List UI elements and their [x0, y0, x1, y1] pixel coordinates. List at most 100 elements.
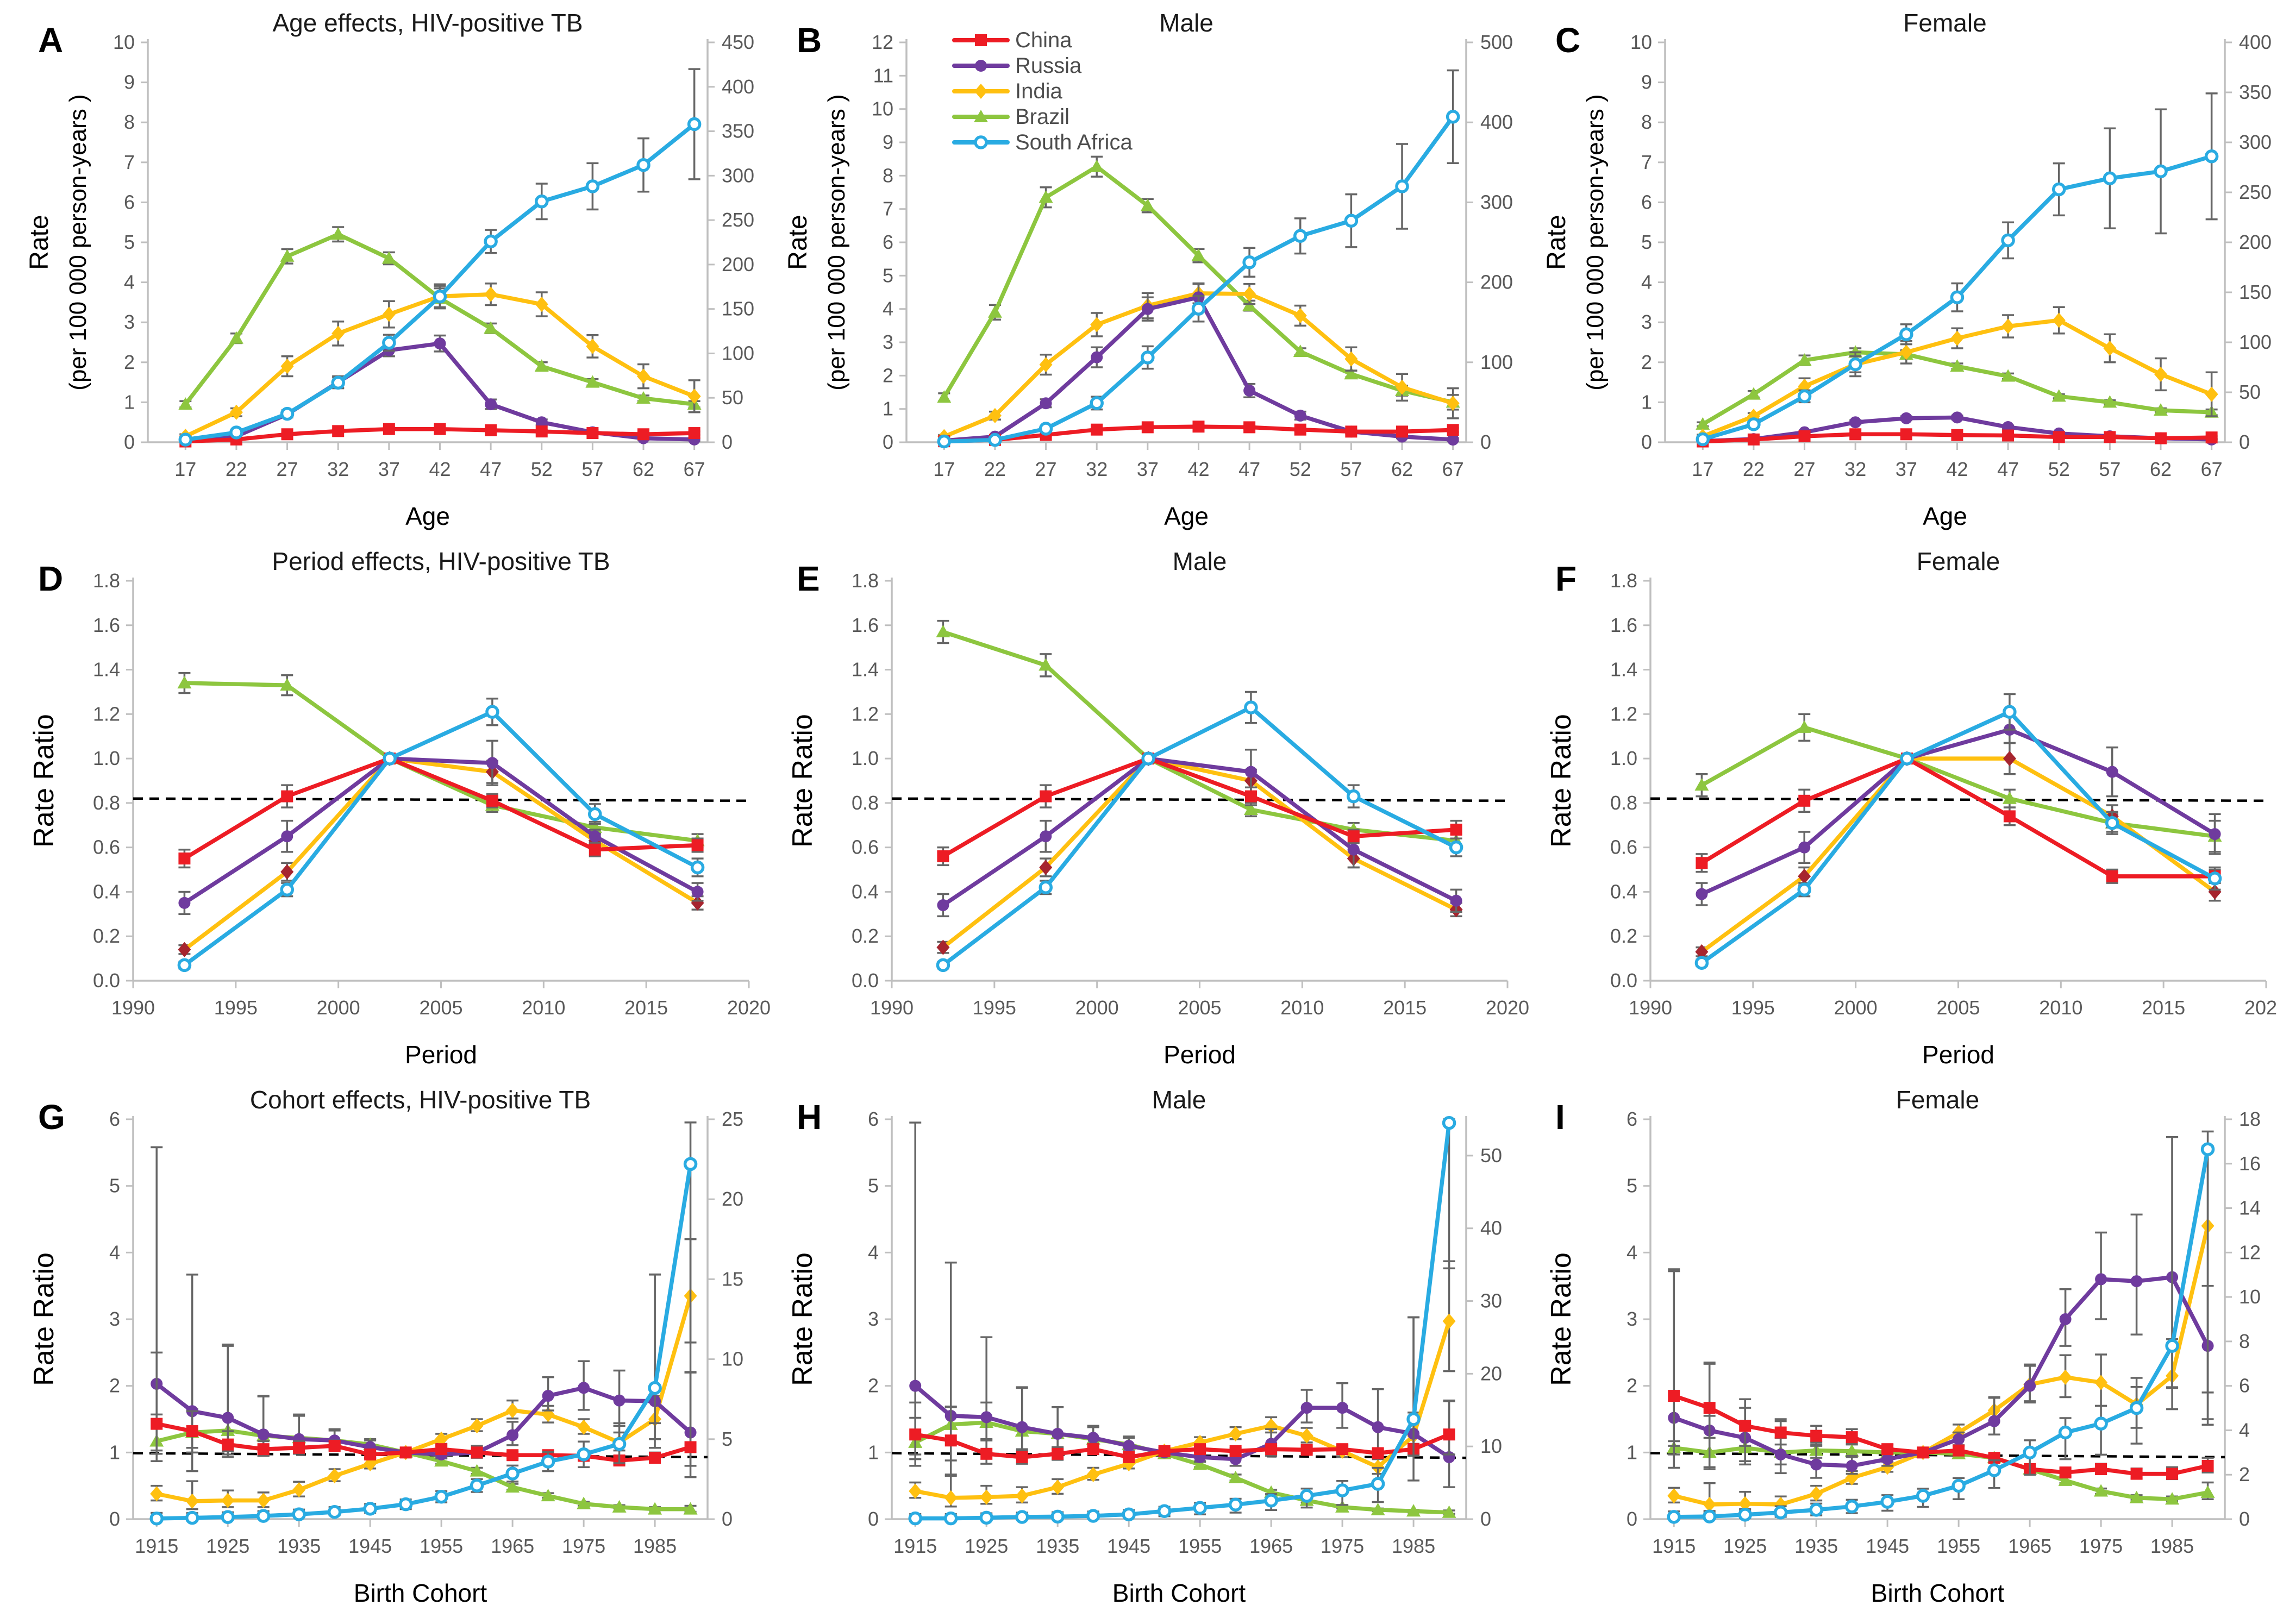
panel-letter: F [1555, 559, 1577, 598]
series-india [936, 751, 1463, 955]
svg-text:1.6: 1.6 [1610, 614, 1637, 636]
panel-D-svg: 0.0 0.2 0.4 0.6 0.8 1.0 1.2 1.4 1.6 1.8 1990 1995 20… [28, 547, 771, 1069]
x-axis-label: Birth Cohort [1871, 1579, 2005, 1607]
error-bars [151, 1238, 697, 1510]
svg-text:0.4: 0.4 [93, 880, 120, 902]
series-china [179, 423, 700, 448]
svg-text:2: 2 [124, 351, 135, 373]
svg-text:0: 0 [2239, 1508, 2250, 1530]
svg-text:1975: 1975 [2079, 1535, 2123, 1557]
series-south-africa [177, 697, 705, 973]
panel-G-svg: 0 1 2 3 4 5 6 0 5 10 15 20 25 1915 1925 1935 1945 1955 196… [28, 1086, 743, 1607]
svg-text:7: 7 [124, 151, 135, 173]
svg-text:2: 2 [1627, 1375, 1637, 1397]
svg-text:47: 47 [1997, 458, 2019, 480]
svg-text:South Africa: South Africa [1015, 130, 1133, 154]
x-axis-label: Period [1163, 1040, 1236, 1069]
y-axis-label: Rate Ratio [787, 1252, 818, 1386]
svg-text:52: 52 [2048, 458, 2070, 480]
reference-dash-line [891, 1452, 1467, 1459]
svg-text:62: 62 [1391, 458, 1413, 480]
svg-text:0.6: 0.6 [93, 836, 120, 858]
svg-text:0.4: 0.4 [1610, 880, 1637, 902]
svg-text:0.0: 0.0 [852, 969, 879, 992]
panel-letter: I [1555, 1098, 1565, 1137]
svg-text:0: 0 [868, 1508, 879, 1530]
chart-panel-c: 0 1 2 3 4 5 6 7 8 9 10 0 50 100 150 200 250 300 350 400 17 22… [1539, 9, 2277, 547]
panel-title: Female [1896, 1086, 1979, 1114]
svg-text:1.0: 1.0 [1610, 747, 1637, 769]
svg-text:0: 0 [1627, 1508, 1637, 1530]
x-axis-label: Age [405, 502, 450, 530]
svg-text:27: 27 [1794, 458, 1816, 480]
svg-text:1995: 1995 [1731, 996, 1775, 1019]
svg-text:2015: 2015 [2142, 996, 2185, 1019]
svg-text:1985: 1985 [1392, 1535, 1435, 1557]
svg-text:5: 5 [722, 1428, 733, 1450]
svg-text:14: 14 [2239, 1197, 2261, 1219]
y-axis-label: Rate Ratio [787, 714, 818, 848]
reference-dash-line [133, 1452, 708, 1459]
svg-text:250: 250 [2239, 181, 2272, 203]
svg-text:1985: 1985 [633, 1535, 677, 1557]
error-bars [937, 768, 1462, 954]
svg-text:57: 57 [1340, 458, 1362, 480]
svg-text:0.4: 0.4 [852, 880, 879, 902]
svg-text:0: 0 [1480, 1508, 1491, 1530]
svg-text:1945: 1945 [1866, 1535, 1909, 1557]
svg-text:1915: 1915 [1652, 1535, 1696, 1557]
x-axis-label: Birth Cohort [354, 1579, 487, 1607]
svg-text:0.2: 0.2 [852, 925, 879, 947]
svg-text:2020: 2020 [727, 996, 771, 1019]
svg-text:5: 5 [868, 1175, 879, 1197]
error-bars [179, 226, 700, 409]
svg-text:32: 32 [327, 458, 349, 480]
series-russia [937, 749, 1462, 918]
svg-text:8: 8 [883, 164, 893, 186]
series-russia [909, 1121, 1455, 1488]
panel-letter: A [38, 21, 63, 60]
series-south-africa [937, 69, 1460, 449]
svg-text:2015: 2015 [1383, 996, 1427, 1019]
svg-text:8: 8 [124, 111, 135, 133]
svg-text:4: 4 [883, 298, 893, 320]
series-china [178, 753, 704, 869]
svg-text:0.8: 0.8 [93, 792, 120, 814]
svg-text:250: 250 [722, 209, 754, 231]
panel-H-svg: 0 1 2 3 4 5 6 0 10 20 30 40 50 1915 1925 1935 1945 1955 19… [787, 1086, 1502, 1607]
svg-text:1.0: 1.0 [93, 747, 120, 769]
svg-text:9: 9 [1641, 71, 1652, 93]
svg-text:1945: 1945 [1107, 1535, 1150, 1557]
axes: 0.0 0.2 0.4 0.6 0.8 1.0 1.2 1.4 1.6 1.8 1990 1995 20… [93, 569, 771, 1019]
svg-text:10: 10 [1630, 31, 1652, 53]
svg-text:200: 200 [722, 253, 754, 275]
svg-text:0: 0 [124, 431, 135, 453]
error-bars [178, 697, 704, 970]
svg-text:2010: 2010 [2039, 996, 2082, 1019]
y-axis-label: Rate [784, 215, 812, 269]
svg-text:20: 20 [1480, 1362, 1502, 1384]
panel-title: Male [1173, 547, 1227, 575]
panel-letter: D [38, 559, 63, 598]
svg-text:22: 22 [984, 458, 1006, 480]
svg-text:Brazil: Brazil [1015, 105, 1069, 129]
series-south-africa [1667, 1130, 2215, 1524]
svg-text:0: 0 [883, 431, 893, 453]
svg-text:42: 42 [429, 458, 451, 480]
svg-text:1955: 1955 [1937, 1535, 1980, 1557]
svg-text:2: 2 [1641, 351, 1652, 373]
svg-text:2015: 2015 [624, 996, 668, 1019]
x-axis-label: Period [405, 1040, 477, 1069]
svg-text:6: 6 [124, 191, 135, 213]
svg-text:1: 1 [1641, 391, 1652, 413]
x-axis-label: Birth Cohort [1112, 1579, 1246, 1607]
y-axis-label: Rate Ratio [28, 1252, 60, 1386]
panel-title: Male [1159, 9, 1213, 37]
svg-text:1915: 1915 [893, 1535, 937, 1557]
svg-text:18: 18 [2239, 1108, 2261, 1130]
svg-text:1945: 1945 [348, 1535, 392, 1557]
svg-text:China: China [1015, 28, 1072, 52]
